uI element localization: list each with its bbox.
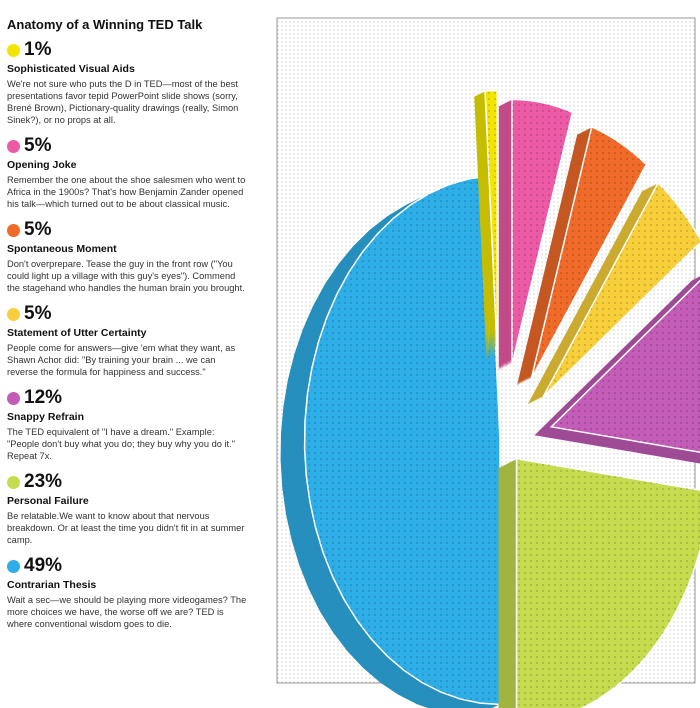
item-name: Sophisticated Visual Aids xyxy=(7,63,135,75)
color-dot xyxy=(7,307,20,321)
left-column: Anatomy of a Winning TED Talk 1% Sophisti… xyxy=(7,17,247,639)
item-description: Remember the one about the shoe salesmen… xyxy=(7,175,246,209)
color-dot xyxy=(7,559,20,573)
pie-slice-texture xyxy=(543,182,700,397)
item-name: Personal Failure xyxy=(7,495,89,507)
item-description: Be relatable.We want to know about that … xyxy=(7,511,245,545)
percent: 23% xyxy=(24,471,63,492)
legend: 1% Sophisticated Visual Aids We're not sur… xyxy=(7,39,247,639)
item-name: Opening Joke xyxy=(7,159,77,171)
pie-slice-texture xyxy=(485,90,498,356)
item-description: Wait a sec—we should be playing more vid… xyxy=(7,595,247,629)
item-name: Statement of Utter Certainty xyxy=(7,327,147,339)
pie-slice-texture xyxy=(531,126,647,379)
color-dot xyxy=(7,391,20,405)
item-description: We're not sure who puts the D in TED—mos… xyxy=(7,79,239,125)
color-dot xyxy=(7,139,20,153)
percent: 12% xyxy=(24,387,63,408)
pie-slice-texture xyxy=(304,176,500,705)
pie-slice-texture xyxy=(516,458,700,708)
percent: 5% xyxy=(24,219,52,240)
percent: 5% xyxy=(24,303,52,324)
pie-slice-texture xyxy=(512,99,573,364)
percent: 5% xyxy=(24,135,52,156)
legend-item: 5% Statement of Utter Certainty People com… xyxy=(7,303,247,378)
legend-item: 5% Opening Joke Remember the one about the… xyxy=(7,135,247,210)
color-dot xyxy=(7,475,20,489)
item-name: Snappy Refrain xyxy=(7,411,85,423)
percent: 1% xyxy=(24,39,52,60)
legend-item: 23% Personal Failure Be relatable.We want … xyxy=(7,471,247,546)
item-description: Don't overprepare. Tease the guy in the … xyxy=(7,259,245,293)
legend-item: 12% Snappy Refrain The TED equivalent of "… xyxy=(7,387,247,462)
legend-item: 1% Sophisticated Visual Aids We're not sur… xyxy=(7,39,247,126)
item-name: Contrarian Thesis xyxy=(7,579,97,591)
color-dot xyxy=(7,43,20,57)
pie-slice-texture xyxy=(551,280,700,453)
legend-item: 5% Spontaneous Moment Don't overprepare. T… xyxy=(7,219,247,294)
percent: 49% xyxy=(24,555,63,576)
item-name: Spontaneous Moment xyxy=(7,243,117,255)
legend-item: 49% Contrarian Thesis Wait a sec—we should… xyxy=(7,555,247,630)
item-description: The TED equivalent of "I have a dream." … xyxy=(7,427,236,461)
item-description: People come for answers—give 'em what th… xyxy=(7,343,236,377)
chart-title: Anatomy of a Winning TED Talk xyxy=(7,17,203,32)
color-dot xyxy=(7,223,20,237)
